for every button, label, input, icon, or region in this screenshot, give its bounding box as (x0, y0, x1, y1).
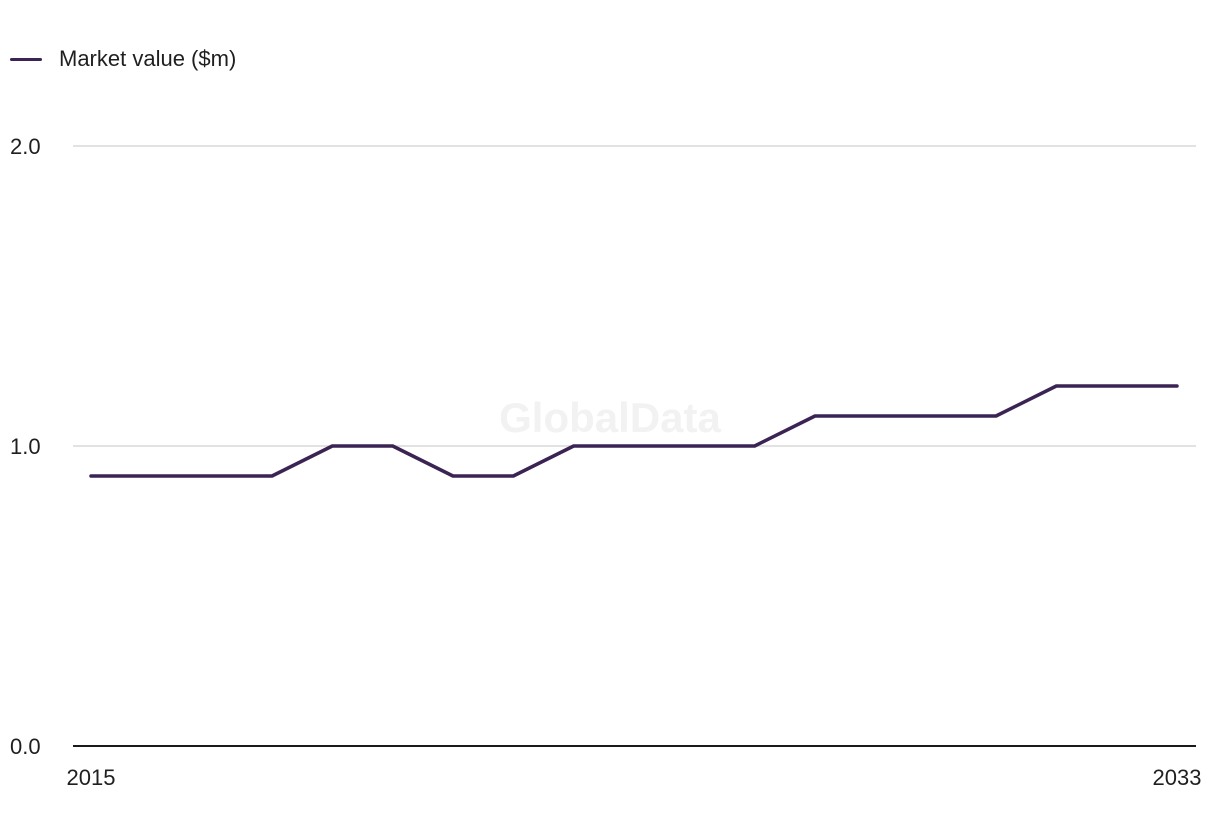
data-point (330, 444, 334, 448)
chart-legend: Market value ($m) (10, 46, 236, 72)
data-point (511, 474, 515, 478)
y-axis-ticks: 0.0 1.0 2.0 (10, 134, 41, 759)
data-point (813, 414, 817, 418)
data-point (451, 474, 455, 478)
y-tick-label: 2.0 (10, 134, 41, 159)
x-tick-label: 2015 (67, 765, 116, 790)
data-point (210, 474, 214, 478)
data-point (692, 444, 696, 448)
data-point (270, 474, 274, 478)
data-point (572, 444, 576, 448)
data-point (391, 444, 395, 448)
x-axis-ticks: 2015 2033 (67, 765, 1202, 790)
y-tick-label: 0.0 (10, 734, 41, 759)
data-point (1175, 384, 1179, 388)
y-tick-label: 1.0 (10, 434, 41, 459)
x-tick-label: 2033 (1153, 765, 1202, 790)
data-point (1054, 384, 1058, 388)
data-point (934, 414, 938, 418)
data-point (994, 414, 998, 418)
watermark: GlobalData (499, 394, 721, 441)
data-point (149, 474, 153, 478)
legend-swatch (10, 57, 42, 61)
data-point (632, 444, 636, 448)
legend-label: Market value ($m) (59, 46, 237, 71)
series-lines (89, 384, 1179, 478)
data-point (1115, 384, 1119, 388)
data-point (753, 444, 757, 448)
data-point (89, 474, 93, 478)
data-point (873, 414, 877, 418)
